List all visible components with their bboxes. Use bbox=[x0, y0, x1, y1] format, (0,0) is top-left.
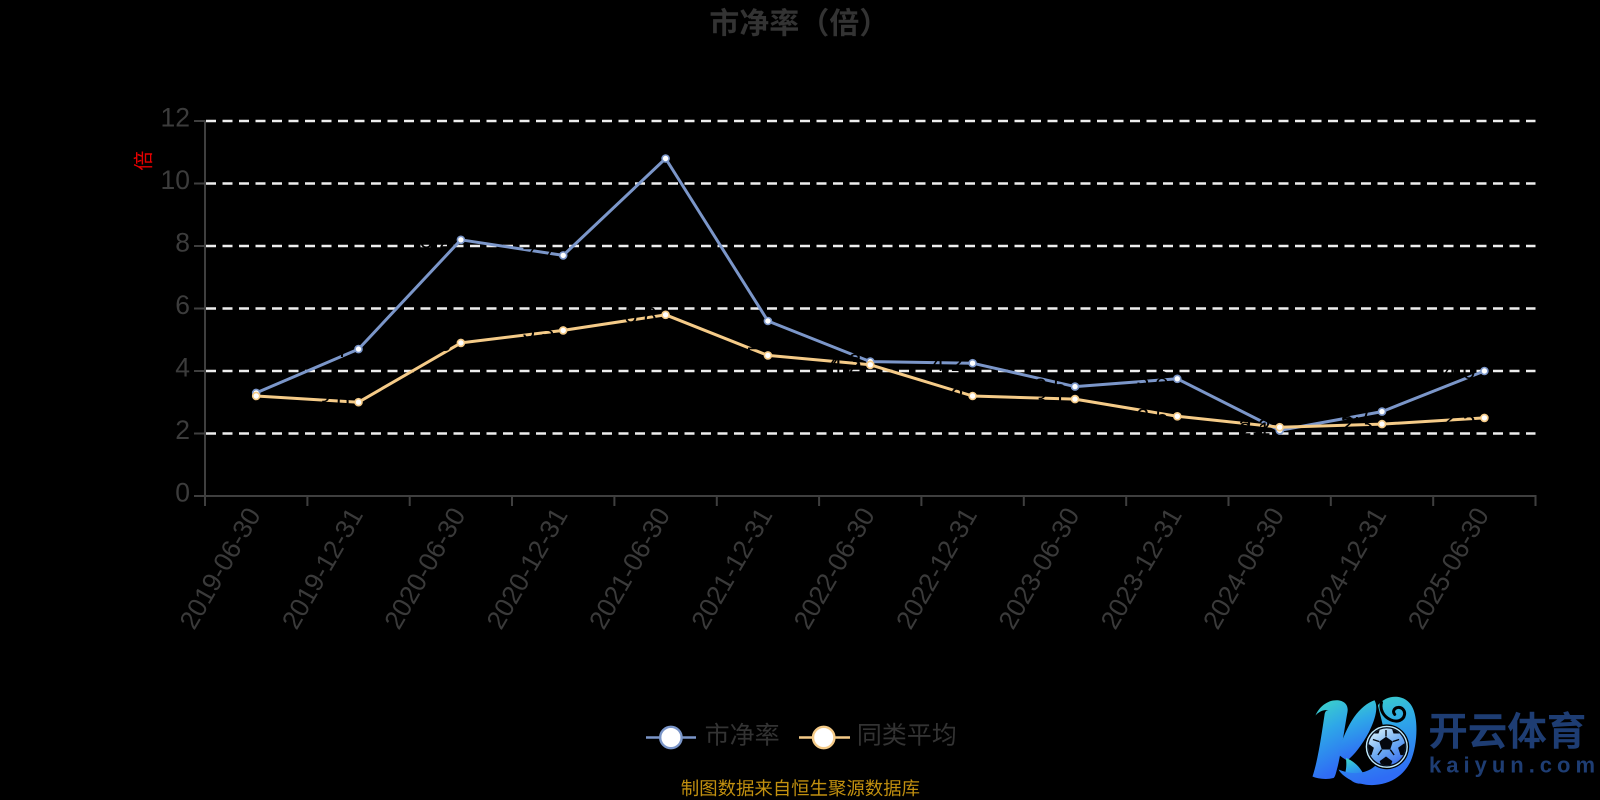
svg-text:8: 8 bbox=[175, 228, 190, 258]
svg-text:2: 2 bbox=[175, 415, 190, 445]
svg-text:2.7: 2.7 bbox=[1341, 399, 1373, 425]
svg-text:5.6: 5.6 bbox=[727, 308, 759, 334]
svg-text:3.3: 3.3 bbox=[215, 380, 247, 406]
svg-text:2.5: 2.5 bbox=[1443, 405, 1475, 431]
svg-text:10.8: 10.8 bbox=[612, 146, 657, 172]
svg-text:4: 4 bbox=[175, 353, 190, 383]
svg-text:4.2: 4.2 bbox=[829, 352, 861, 378]
svg-text:6: 6 bbox=[175, 290, 190, 320]
svg-text:4.5: 4.5 bbox=[727, 342, 759, 368]
svg-text:3.0: 3.0 bbox=[318, 389, 350, 415]
svg-text:8.2: 8.2 bbox=[420, 227, 452, 253]
svg-text:3.5: 3.5 bbox=[1034, 374, 1066, 400]
svg-text:10: 10 bbox=[161, 165, 190, 195]
svg-text:4.9: 4.9 bbox=[420, 330, 452, 356]
svg-text:kaiyun.com: kaiyun.com bbox=[1429, 753, 1600, 778]
svg-text:5.8: 5.8 bbox=[625, 302, 657, 328]
svg-text:12: 12 bbox=[161, 103, 190, 133]
svg-text:2.1: 2.1 bbox=[1239, 417, 1271, 443]
svg-text:0: 0 bbox=[175, 478, 190, 508]
svg-text:2.2: 2.2 bbox=[1239, 414, 1271, 440]
svg-text:5.3: 5.3 bbox=[522, 317, 554, 343]
svg-text:2.3: 2.3 bbox=[1341, 411, 1373, 437]
svg-text:3.8: 3.8 bbox=[1136, 366, 1168, 392]
svg-text:4.7: 4.7 bbox=[318, 336, 350, 362]
svg-text:4.0: 4.0 bbox=[1443, 358, 1475, 384]
svg-text:3.1: 3.1 bbox=[1034, 386, 1066, 412]
svg-text:3.2: 3.2 bbox=[215, 383, 247, 409]
svg-text:7.7: 7.7 bbox=[522, 242, 554, 268]
svg-text:4.3: 4.3 bbox=[829, 349, 861, 375]
svg-text:2.5: 2.5 bbox=[1136, 403, 1168, 429]
svg-text:3.2: 3.2 bbox=[932, 383, 964, 409]
svg-text:4.2: 4.2 bbox=[932, 350, 964, 376]
